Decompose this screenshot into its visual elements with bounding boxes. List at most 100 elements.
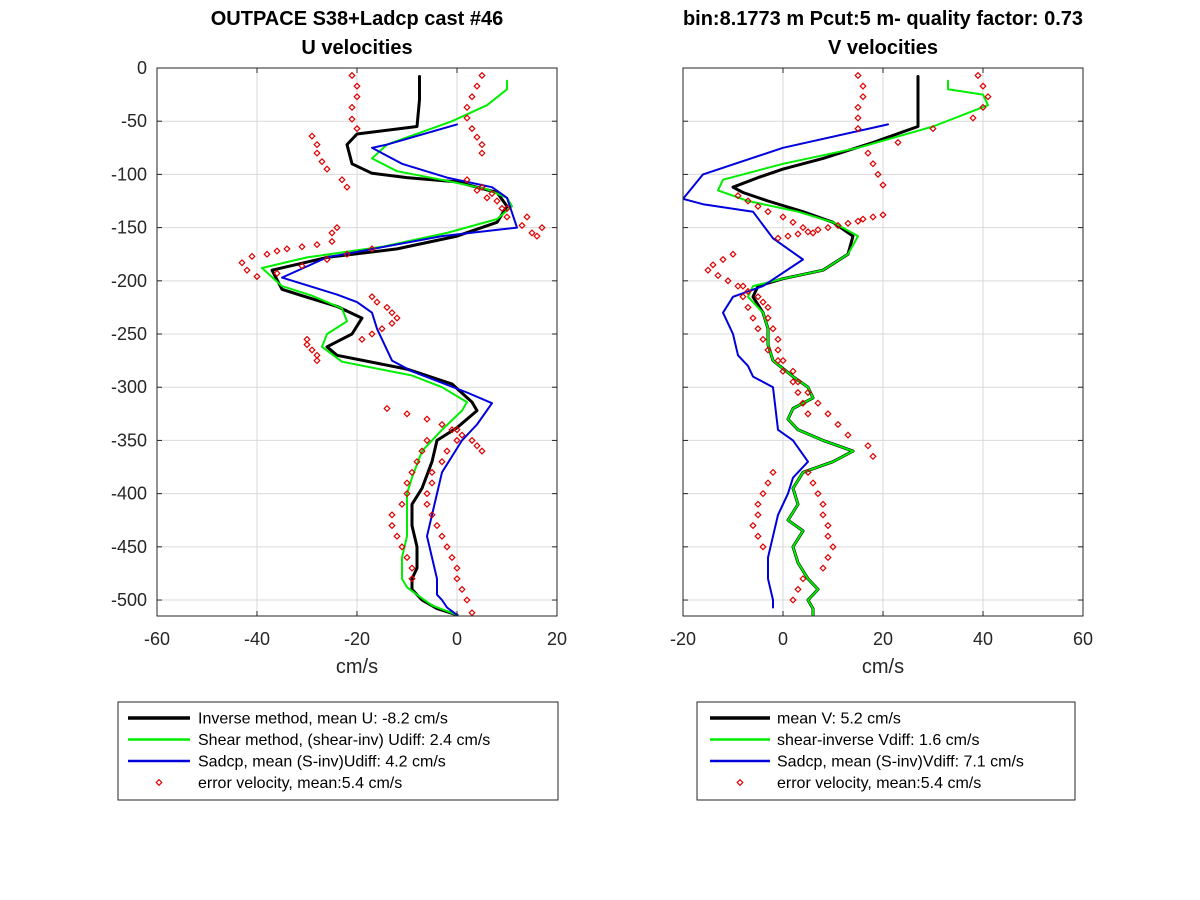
v-error-velocity-marker	[879, 181, 887, 189]
v-error-velocity-marker	[864, 442, 872, 450]
u-error-velocity-marker	[448, 426, 456, 434]
v-error-velocity-marker	[894, 138, 902, 147]
u-error-velocity-marker	[308, 346, 316, 354]
v-error-velocity-marker	[764, 346, 772, 354]
u-legend-box	[117, 701, 559, 801]
u-error-velocity-marker	[503, 204, 511, 213]
u-error-velocity-marker	[388, 511, 396, 519]
v-error-velocity-marker	[794, 585, 802, 594]
v-error-velocity-marker	[869, 452, 877, 461]
u-error-velocity-marker	[253, 272, 261, 281]
v-error-velocity-marker	[764, 303, 772, 312]
v-error-velocity-marker	[814, 399, 822, 407]
v-error-velocity-marker	[739, 282, 747, 290]
u-error-velocity-marker	[498, 204, 506, 213]
v-error-velocity-marker	[774, 356, 782, 365]
v-error-velocity-marker	[719, 255, 727, 264]
v-error-velocity-marker	[789, 367, 797, 375]
u-error-velocity-marker	[453, 564, 461, 572]
u-error-velocity-marker	[298, 262, 306, 270]
v-error-velocity-marker	[804, 228, 812, 236]
u-y-tick-label: -300	[111, 377, 147, 397]
u-error-velocity-marker	[533, 232, 541, 240]
u-error-velocity-marker	[418, 447, 426, 455]
v-panel-subtitle: V velocities	[828, 37, 938, 59]
v-error-velocity-marker	[859, 215, 867, 223]
v-error-velocity-marker	[969, 114, 977, 122]
v-error-velocity-marker	[764, 479, 772, 487]
v-x-axis-label: cm/s	[862, 656, 904, 678]
v-x-tick-label: 40	[973, 629, 993, 649]
u-panel-subtitle: U velocities	[301, 37, 412, 59]
u-error-velocity-marker	[368, 293, 376, 301]
v-error-velocity-marker	[819, 564, 827, 572]
u-error-velocity-marker	[368, 330, 376, 338]
u-error-velocity-marker	[478, 71, 486, 80]
v-error-velocity-marker	[864, 149, 872, 157]
v-error-velocity-marker	[869, 160, 877, 168]
v-error-velocity-marker	[824, 223, 832, 232]
v-error-velocity-marker	[784, 232, 792, 240]
v-error-velocity-marker	[779, 356, 787, 365]
v-error-velocity-marker	[774, 335, 782, 343]
u-error-velocity-marker	[468, 93, 476, 101]
v-error-velocity-marker	[759, 335, 767, 343]
u-error-velocity-marker	[478, 149, 486, 157]
v-error-velocity-marker	[879, 211, 887, 219]
v-error-velocity-marker	[754, 532, 762, 540]
v-error-velocity-marker	[734, 282, 742, 290]
v-error-velocity-marker	[714, 271, 722, 280]
v-error-velocity-marker	[739, 293, 747, 301]
u-error-velocity-marker	[443, 543, 451, 551]
u-error-velocity-marker	[353, 93, 361, 101]
u-error-velocity-marker	[298, 243, 306, 251]
v-error-velocity-marker	[759, 543, 767, 551]
u-y-tick-label: -150	[111, 218, 147, 238]
v-error-velocity-marker	[759, 298, 767, 306]
v-error-velocity-marker	[804, 410, 812, 418]
v-error-velocity-marker	[824, 521, 832, 530]
v-error-velocity-marker	[824, 553, 832, 562]
u-legend: Inverse method, mean U: -8.2 cm/s Shear m…	[117, 701, 559, 801]
u-error-velocity-marker	[378, 325, 386, 333]
u-error-velocity-marker	[438, 420, 446, 429]
v-velocity-panel: bin:8.1773 m Pcut:5 m- quality factor: 0…	[670, 8, 1093, 801]
v-error-velocity-marker	[799, 575, 807, 583]
v-error-velocity-marker	[764, 314, 772, 322]
v-error-velocity-marker	[759, 489, 767, 498]
v-error-velocity-marker	[764, 208, 772, 216]
u-error-velocity-marker	[338, 176, 346, 184]
v-error-velocity-marker	[754, 293, 762, 301]
u-x-tick-label: 0	[452, 629, 462, 649]
v-error-velocity-marker	[844, 431, 852, 439]
u-error-velocity-marker	[388, 319, 396, 328]
u-legend-label: error velocity, mean:5.4 cm/s	[198, 775, 402, 792]
v-error-velocity-marker	[814, 226, 822, 234]
u-inverse-series-line	[270, 75, 509, 616]
v-error-velocity-marker	[704, 266, 712, 274]
u-y-tick-label: -100	[111, 164, 147, 184]
u-error-velocity-marker	[428, 468, 436, 476]
u-error-velocity-marker	[283, 245, 291, 253]
v-legend: mean V: 5.2 cm/s shear-inverse Vdiff: 1.6…	[696, 701, 1076, 801]
u-error-velocity-marker	[303, 341, 311, 349]
v-error-velocity-marker	[974, 71, 982, 80]
u-error-velocity-marker	[348, 115, 356, 123]
u-error-velocity-marker	[328, 229, 336, 237]
u-error-velocity-marker	[453, 575, 461, 583]
u-y-tick-label: -350	[111, 430, 147, 450]
v-legend-label: shear-inverse Vdiff: 1.6 cm/s	[777, 732, 979, 749]
u-error-velocity-marker	[438, 458, 446, 466]
u-error-velocity-marker	[343, 183, 351, 191]
v-error-velocity-marker	[709, 261, 717, 269]
u-y-tick-label: -400	[111, 484, 147, 504]
u-error-velocity-marker	[323, 255, 331, 264]
v-error-velocity-marker	[824, 410, 832, 418]
v-error-velocity-marker	[844, 219, 852, 228]
u-error-velocity-marker	[328, 237, 336, 246]
u-error-velocity-marker	[473, 186, 481, 195]
u-error-velocity-marker	[243, 266, 251, 274]
v-error-velocity-marker	[809, 479, 817, 487]
u-x-ticks: -60 -40 -20 0 20	[144, 68, 567, 649]
u-error-velocity-marker	[453, 426, 461, 434]
